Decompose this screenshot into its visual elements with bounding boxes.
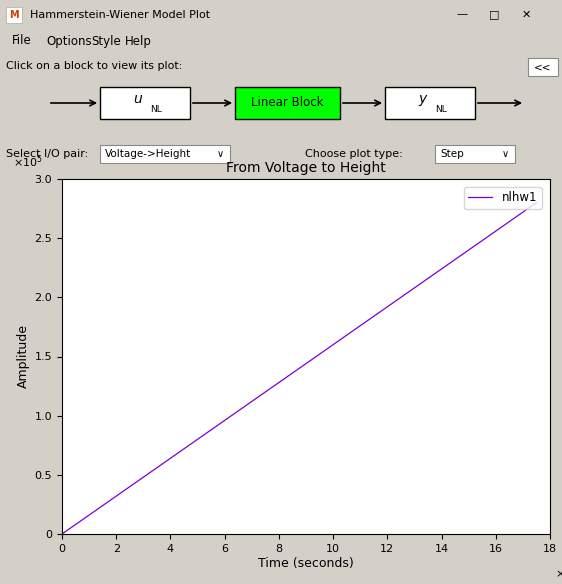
Text: ✕: ✕ <box>522 9 531 19</box>
Title: From Voltage to Height: From Voltage to Height <box>226 161 386 175</box>
Text: u: u <box>133 92 142 106</box>
Text: y: y <box>419 92 427 106</box>
Text: Voltage->Height: Voltage->Height <box>105 149 191 159</box>
Text: □: □ <box>489 9 499 19</box>
Text: NL: NL <box>435 105 447 114</box>
FancyBboxPatch shape <box>100 87 190 119</box>
Text: NL: NL <box>150 105 162 114</box>
X-axis label: Time (seconds): Time (seconds) <box>258 557 354 569</box>
Text: Linear Block: Linear Block <box>251 96 324 110</box>
Text: Click on a block to view its plot:: Click on a block to view its plot: <box>6 61 183 71</box>
Text: Style: Style <box>91 34 121 47</box>
Y-axis label: Amplitude: Amplitude <box>17 325 30 388</box>
Text: Choose plot type:: Choose plot type: <box>305 149 403 159</box>
Text: Hammerstein-Wiener Model Plot: Hammerstein-Wiener Model Plot <box>30 9 210 19</box>
Text: Help: Help <box>125 34 152 47</box>
Text: $\times10^4$: $\times10^4$ <box>555 564 562 580</box>
Text: File: File <box>12 34 32 47</box>
Legend: nlhw1: nlhw1 <box>464 187 542 209</box>
FancyBboxPatch shape <box>435 145 515 163</box>
FancyBboxPatch shape <box>385 87 475 119</box>
Text: ∨: ∨ <box>216 149 224 159</box>
Text: ∨: ∨ <box>501 149 509 159</box>
Text: Step: Step <box>440 149 464 159</box>
Text: $\times10^5$: $\times10^5$ <box>13 154 43 170</box>
Text: Options: Options <box>46 34 92 47</box>
Text: M: M <box>9 10 19 20</box>
Text: Select I/O pair:: Select I/O pair: <box>6 149 88 159</box>
FancyBboxPatch shape <box>100 145 230 163</box>
Text: —: — <box>456 9 468 19</box>
FancyBboxPatch shape <box>528 58 558 76</box>
Text: <<: << <box>534 62 552 72</box>
Bar <box>6 7 22 23</box>
FancyBboxPatch shape <box>235 87 340 119</box>
